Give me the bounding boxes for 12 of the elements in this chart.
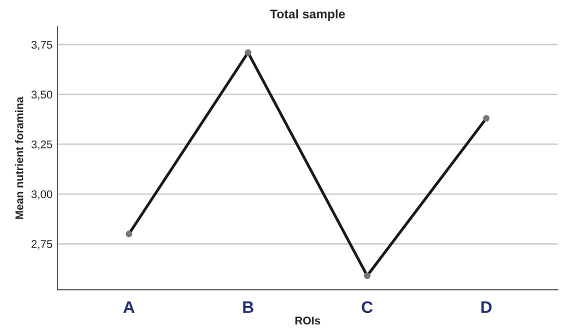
x-tick-label: C bbox=[362, 301, 373, 314]
y-tick-label: 3,75 bbox=[31, 40, 52, 50]
x-tick-label: B bbox=[243, 301, 254, 313]
y-tick-label: 3,50 bbox=[31, 90, 52, 100]
y-tick-label: 3,00 bbox=[31, 190, 52, 200]
y-tick-label: 2,75 bbox=[32, 240, 52, 250]
x-tick-label: D bbox=[481, 301, 492, 313]
y-axis-title: Mean nutrient foramina bbox=[15, 96, 24, 219]
chart-title: Total sample bbox=[270, 9, 345, 21]
x-tick-label: A bbox=[123, 301, 135, 313]
x-axis-title: ROIs bbox=[295, 316, 320, 325]
y-tick-label: 3,25 bbox=[31, 140, 52, 150]
